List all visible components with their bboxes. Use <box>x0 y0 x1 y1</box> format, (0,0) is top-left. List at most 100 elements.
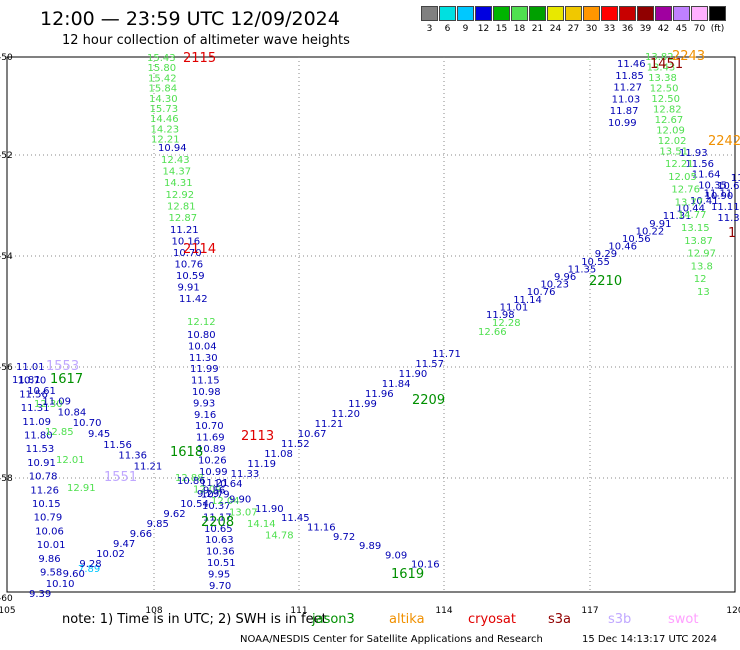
scale-swatch <box>565 6 582 21</box>
wave-height-value: 10.22 <box>636 226 665 237</box>
wave-height-value: 10.16 <box>411 560 440 571</box>
wave-height-value: 10.15 <box>32 499 61 510</box>
track-time-label: 2242 <box>708 134 740 149</box>
wave-height-value: 9.91 <box>649 219 671 230</box>
scale-swatch <box>529 6 546 21</box>
wave-height-value: 12.50 <box>650 84 679 95</box>
wave-height-value: 11.46 <box>617 59 646 70</box>
wave-height-value: 10.79 <box>34 513 63 524</box>
scale-swatch <box>655 6 672 21</box>
wave-height-value: 12.28 <box>492 318 521 329</box>
wave-height-value: 11.03 <box>731 173 740 184</box>
scale-label: 18 <box>513 24 526 34</box>
generation-timestamp: 15 Dec 14:13:17 UTC 2024 <box>582 634 717 645</box>
wave-height-value: 12.21 <box>151 135 180 146</box>
wave-height-value: 11.71 <box>432 349 461 360</box>
lat-tick-label: -58 <box>0 474 13 484</box>
wave-height-value: 10.36 <box>206 547 235 558</box>
wave-height-value: 11.21 <box>170 225 199 236</box>
wave-height-value: 10.80 <box>187 330 216 341</box>
wave-height-value: 11.14 <box>513 295 542 306</box>
wave-height-value: 10.63 <box>205 535 234 546</box>
wave-height-value: 11.56 <box>103 440 132 451</box>
wave-height-value: 11.87 <box>610 106 639 117</box>
wave-height-value: 13.51 <box>659 147 688 158</box>
wave-height-value: 11.09 <box>22 417 51 428</box>
wave-height-value: 12.21 <box>665 159 694 170</box>
wave-height-value: 14.31 <box>164 178 193 189</box>
wave-height-value: 10.76 <box>175 260 204 271</box>
scale-swatch <box>691 6 708 21</box>
track-time-label: 1451 <box>650 57 683 72</box>
satellite-legend-item: s3b <box>608 612 632 627</box>
wave-height-value: 11.90 <box>255 504 284 515</box>
track-time-label: 1617 <box>50 372 83 387</box>
wave-height-value: 11.08 <box>264 449 293 460</box>
scale-label: 70 <box>693 24 706 34</box>
scale-swatch <box>439 6 456 21</box>
scale-swatch <box>583 6 600 21</box>
scale-label: 33 <box>603 24 616 34</box>
wave-height-value: 11.35 <box>568 264 597 275</box>
wave-height-value: 11.96 <box>365 389 394 400</box>
wave-height-value: 10.41 <box>690 196 719 207</box>
wave-height-value: 10.56 <box>622 234 651 245</box>
wave-height-value: 9.60 <box>63 569 85 580</box>
scale-label: 24 <box>549 24 562 34</box>
wave-height-value: 11.27 <box>613 83 642 94</box>
wave-height-value: 12.30 <box>34 399 63 410</box>
wave-height-value: 10.54 <box>180 499 209 510</box>
lat-tick-label: -56 <box>0 363 13 373</box>
wave-height-value: 9.09 <box>385 550 407 561</box>
page-title: 12:00 — 23:59 UTC 12/09/2024 <box>40 8 340 30</box>
lon-tick-label: 117 <box>581 606 598 616</box>
wave-height-value: 14.23 <box>151 124 180 135</box>
wave-height-value: 11.42 <box>179 294 208 305</box>
wave-height-value: 7.89 <box>78 564 100 575</box>
wave-height-value: 12.81 <box>167 201 196 212</box>
track-time-label: 2210 <box>589 274 622 289</box>
wave-height-value: 11.17 <box>203 512 232 523</box>
wave-height-value: 11.53 <box>26 444 55 455</box>
wave-height-value: 9.16 <box>194 410 216 421</box>
wave-height-value: 10.94 <box>158 143 187 154</box>
wave-height-value: 11.57 <box>415 359 444 370</box>
wave-height-value: 11.30 <box>189 353 218 364</box>
wave-height-value: 10.86 <box>177 476 206 487</box>
wave-height-value: 14.77 <box>678 210 707 221</box>
wave-height-value: 11.11 <box>711 202 740 213</box>
scale-label: 3 <box>426 24 433 34</box>
scale-swatch <box>619 6 636 21</box>
wave-height-value: 10.44 <box>676 204 705 215</box>
scale-label: 21 <box>531 24 544 34</box>
wave-height-value: 10.65 <box>717 181 740 192</box>
wave-height-value: 9.29 <box>197 489 219 500</box>
lat-tick-label: -60 <box>0 594 13 604</box>
wave-height-value: 11.80 <box>24 431 53 442</box>
wave-height-value: 12 <box>694 274 707 285</box>
track-time-label: 2208 <box>201 515 234 530</box>
wave-height-value: 9.89 <box>359 541 381 552</box>
wave-height-value: 11.81 <box>12 375 41 386</box>
wave-height-value: 10.98 <box>192 387 221 398</box>
wave-height-value: 11.01 <box>500 302 529 313</box>
track-time-label: 1551 <box>104 470 137 485</box>
wave-height-value: 11.21 <box>134 461 163 472</box>
wave-height-value: 13 <box>697 287 710 298</box>
wave-height-value: 10.78 <box>29 472 58 483</box>
wave-height-value: 9.45 <box>88 429 110 440</box>
lon-tick-label: 111 <box>290 606 307 616</box>
wave-height-value: 12.09 <box>656 126 685 137</box>
wave-height-value: 11.64 <box>692 170 721 181</box>
wave-height-value: 10.04 <box>188 341 217 352</box>
wave-height-value: 10.99 <box>199 467 228 478</box>
wave-height-value: 10.64 <box>214 479 243 490</box>
wave-height-value: 11.84 <box>382 379 411 390</box>
wave-height-value: 15.43 <box>147 53 176 64</box>
scale-swatch <box>457 6 474 21</box>
wave-height-value: 9.47 <box>113 539 135 550</box>
wave-height-value: 12.91 <box>67 483 96 494</box>
wave-height-value: 10.59 <box>176 271 205 282</box>
credit-line: NOAA/NESDIS Center for Satellite Applica… <box>240 634 543 645</box>
